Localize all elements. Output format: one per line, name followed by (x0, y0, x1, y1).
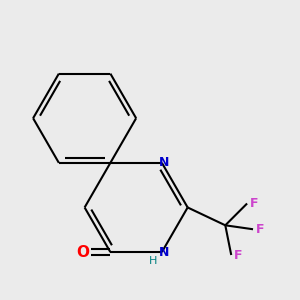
Text: F: F (256, 223, 264, 236)
Text: H: H (149, 256, 158, 266)
Text: N: N (159, 156, 169, 169)
Text: O: O (76, 244, 89, 260)
Text: F: F (250, 197, 259, 210)
Text: N: N (159, 246, 169, 259)
Text: F: F (234, 248, 243, 262)
